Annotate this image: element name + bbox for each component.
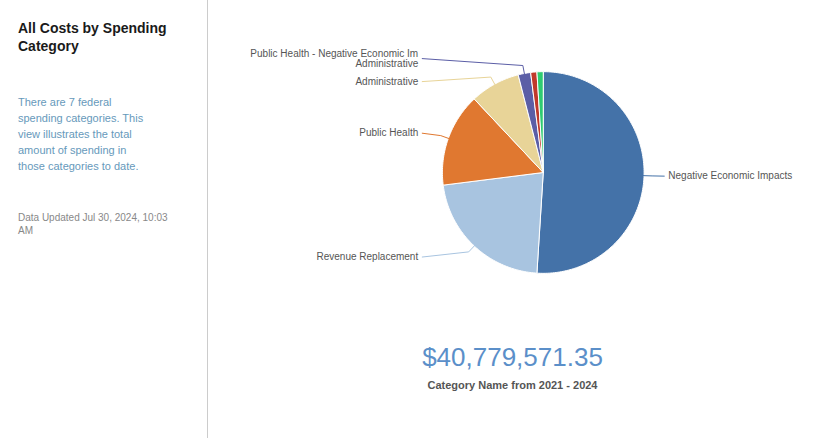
svg-text:Public Health - Negative Econo: Public Health - Negative Economic ImAdmi…: [250, 48, 418, 69]
html-text:Category Name from 2021 - 2024: Category Name from 2021 - 2024: [427, 379, 598, 391]
svg-text:Public Health: Public Health: [359, 127, 418, 138]
svg-text:Administrative: Administrative: [355, 76, 418, 87]
html-text:There are 7 federal spending c: There are 7 federal spending categories.…: [18, 96, 144, 172]
html-text:$40,779,571.35: $40,779,571.35: [422, 342, 603, 372]
svg-text:Negative Economic Impacts: Negative Economic Impacts: [668, 170, 792, 181]
html-text:Data Updated Jul 30, 2024, 10:: Data Updated Jul 30, 2024, 10:03 AM: [18, 211, 168, 237]
svg-text:Revenue Replacement: Revenue Replacement: [316, 251, 418, 262]
html-text:All Costs by Spending Category: All Costs by Spending Category: [18, 20, 167, 54]
